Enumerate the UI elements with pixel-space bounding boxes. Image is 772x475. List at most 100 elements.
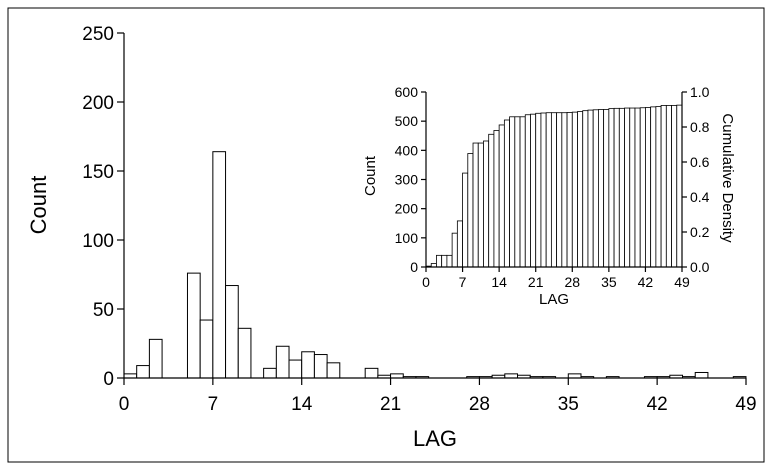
inset-x-tick-label: 35 bbox=[601, 274, 617, 290]
main-bar bbox=[148, 338, 163, 379]
inset-bar bbox=[530, 113, 537, 268]
inset-bar bbox=[598, 109, 605, 268]
inset-y-tick-label: 100 bbox=[395, 230, 419, 246]
main-bar bbox=[390, 373, 404, 379]
inset-bar bbox=[451, 232, 458, 268]
inset-bar bbox=[545, 112, 552, 268]
main-x-tick-label: 35 bbox=[558, 394, 579, 415]
inset-bar bbox=[629, 107, 636, 268]
main-x-tick-label: 28 bbox=[469, 394, 490, 415]
inset-bar bbox=[519, 116, 526, 268]
inset-bar bbox=[676, 104, 683, 268]
main-bar bbox=[288, 359, 303, 379]
inset-bar bbox=[566, 112, 573, 268]
inset-bar bbox=[561, 112, 568, 268]
main-x-axis-title: LAG bbox=[413, 426, 457, 451]
inset-bar bbox=[514, 116, 521, 268]
main-bar bbox=[275, 345, 290, 379]
main-bar bbox=[567, 373, 582, 379]
inset-y2-tick-label: 0.2 bbox=[690, 224, 710, 240]
main-y-tick-label: 100 bbox=[82, 231, 114, 252]
inset-bar bbox=[477, 142, 484, 268]
inset-bar bbox=[613, 107, 620, 268]
inset-bar bbox=[639, 107, 646, 268]
main-bar bbox=[123, 373, 138, 379]
inset-bar bbox=[587, 109, 594, 268]
inset-x-tick-label: 49 bbox=[674, 274, 690, 290]
inset-axes: 0 7 14 21 28 35 42 49 0 100 200 300 400 500 600 0.0 0.2 0… bbox=[395, 84, 710, 290]
inset-y-tick-label: 600 bbox=[395, 84, 419, 100]
main-histogram: 0 7 14 21 28 35 42 49 0 50 100 150 200 250 LAG Count bbox=[26, 24, 757, 451]
inset-x-tick-label: 0 bbox=[422, 274, 430, 290]
inset-bar bbox=[571, 111, 578, 268]
inset-x-tick-label: 21 bbox=[528, 274, 544, 290]
inset-bar bbox=[650, 106, 657, 268]
inset-bar bbox=[436, 254, 443, 268]
main-x-tick-label: 49 bbox=[735, 394, 756, 415]
inset-y-tick-label: 400 bbox=[395, 142, 419, 158]
inset-x-tick-label: 14 bbox=[491, 274, 507, 290]
inset-y-tick-label: 200 bbox=[395, 201, 419, 217]
main-bar bbox=[199, 319, 214, 379]
inset-y-tick-label: 300 bbox=[395, 172, 419, 188]
inset-bar bbox=[556, 112, 563, 268]
inset-bar bbox=[582, 110, 589, 268]
outer-border bbox=[7, 7, 765, 463]
inset-bar bbox=[618, 107, 625, 268]
inset-bar bbox=[577, 111, 584, 268]
main-bar bbox=[136, 365, 150, 379]
inset-bar bbox=[446, 254, 453, 268]
main-x-tick-label: 21 bbox=[380, 394, 401, 415]
inset-bar bbox=[441, 254, 448, 268]
main-bar bbox=[326, 362, 341, 379]
inset-bar bbox=[634, 107, 641, 268]
inset-x-axis-title: LAG bbox=[539, 291, 569, 308]
inset-bar bbox=[493, 130, 500, 268]
inset-y2-tick-label: 0.6 bbox=[690, 154, 710, 170]
inset-x-tick-label: 7 bbox=[459, 274, 467, 290]
main-y-tick-label: 200 bbox=[82, 93, 114, 114]
inset-y-tick-label: 500 bbox=[395, 113, 419, 129]
main-x-tick-label: 14 bbox=[291, 394, 313, 415]
inset-y2-tick-label: 0.0 bbox=[690, 259, 710, 275]
main-bar bbox=[186, 272, 201, 379]
inset-bar bbox=[603, 109, 610, 268]
main-y-tick-label: 0 bbox=[103, 369, 114, 390]
inset-bar bbox=[535, 112, 542, 268]
main-x-tick-label: 7 bbox=[208, 394, 219, 415]
inset-bar bbox=[462, 172, 469, 268]
main-bar bbox=[225, 285, 239, 379]
inset-cumulative-histogram: 0 7 14 21 28 35 42 49 0 100 200 300 400 500 600 0.0 0.2 0… bbox=[362, 84, 736, 308]
inset-bar bbox=[671, 105, 678, 268]
inset-y2-tick-label: 0.8 bbox=[690, 119, 710, 135]
inset-bar bbox=[665, 105, 672, 268]
inset-bar bbox=[645, 107, 652, 268]
inset-bar bbox=[550, 112, 558, 268]
main-y-tick-label: 250 bbox=[82, 24, 114, 45]
main-y-axis-title: Count bbox=[26, 176, 51, 235]
inset-bar bbox=[456, 220, 463, 268]
inset-y2-tick-label: 1.0 bbox=[690, 84, 710, 100]
inset-y2-tick-label: 0.4 bbox=[690, 189, 710, 205]
main-bar bbox=[364, 367, 379, 379]
inset-bar bbox=[498, 124, 505, 268]
inset-bar bbox=[524, 114, 531, 268]
main-bar bbox=[694, 371, 709, 379]
main-bars bbox=[123, 151, 747, 379]
inset-bar bbox=[472, 142, 479, 268]
inset-y-axis-title: Count bbox=[362, 155, 379, 196]
inset-bar bbox=[540, 112, 547, 268]
inset-bar bbox=[592, 109, 599, 268]
inset-bar bbox=[483, 140, 490, 268]
main-y-tick-label: 50 bbox=[93, 300, 114, 321]
inset-bars bbox=[425, 104, 683, 268]
main-bar bbox=[504, 373, 519, 379]
main-bar bbox=[301, 351, 315, 379]
inset-x-tick-label: 28 bbox=[564, 274, 580, 290]
inset-bar bbox=[467, 153, 474, 268]
inset-bar bbox=[488, 133, 495, 268]
main-x-tick-label: 0 bbox=[119, 394, 130, 415]
inset-y-tick-label: 0 bbox=[410, 259, 418, 275]
